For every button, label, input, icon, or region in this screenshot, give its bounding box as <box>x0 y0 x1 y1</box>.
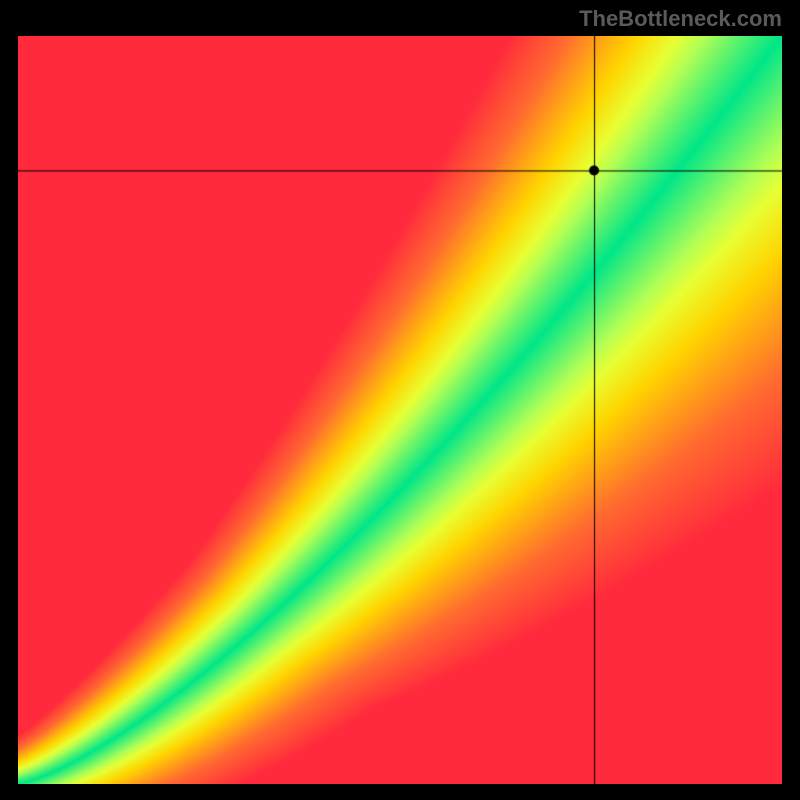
watermark-text: TheBottleneck.com <box>579 6 782 32</box>
bottleneck-heatmap <box>18 36 782 784</box>
